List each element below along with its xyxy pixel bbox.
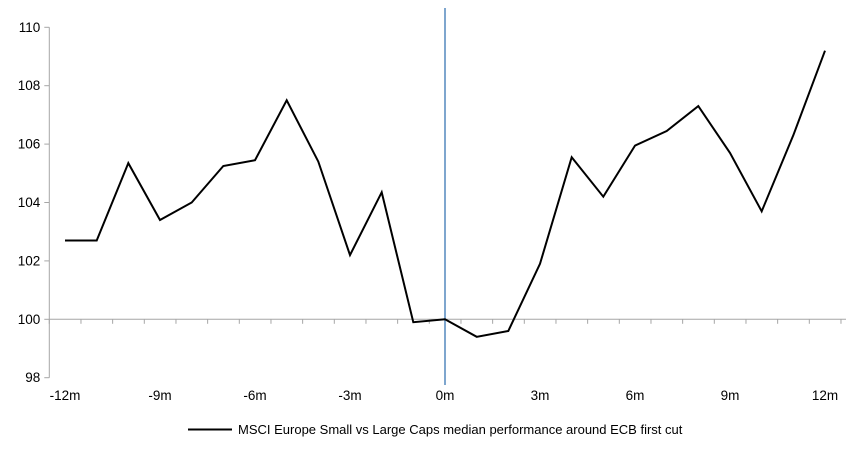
x-tick-label: 0m: [436, 388, 455, 403]
series-group: [65, 50, 826, 338]
x-tick-label: -12m: [50, 388, 81, 403]
y-tick-label: 108: [18, 78, 41, 93]
y-axis: 98 100 102 104 106 108 110: [18, 20, 50, 385]
y-tick-label: 102: [18, 253, 41, 268]
x-tick-label: -3m: [338, 388, 361, 403]
y-tick-label: 110: [19, 20, 41, 35]
y-tick-label: 104: [18, 195, 41, 210]
y-tick-label: 98: [25, 370, 40, 385]
y-tick-label: 100: [18, 312, 41, 327]
legend: MSCI Europe Small vs Large Caps median p…: [188, 422, 683, 437]
series-line: [65, 50, 826, 338]
x-axis: -12m -9m -6m -3m 0m 3m 6m 9m 12m: [48, 318, 846, 403]
x-tick-label: 9m: [721, 388, 740, 403]
x-tick-label: -9m: [148, 388, 171, 403]
x-tick-label: -6m: [243, 388, 266, 403]
y-tick-label: 106: [18, 137, 41, 152]
legend-label: MSCI Europe Small vs Large Caps median p…: [238, 422, 683, 437]
x-tick-label: 6m: [626, 388, 645, 403]
x-tick-label: 3m: [531, 388, 550, 403]
x-tick-label: 12m: [812, 388, 838, 403]
